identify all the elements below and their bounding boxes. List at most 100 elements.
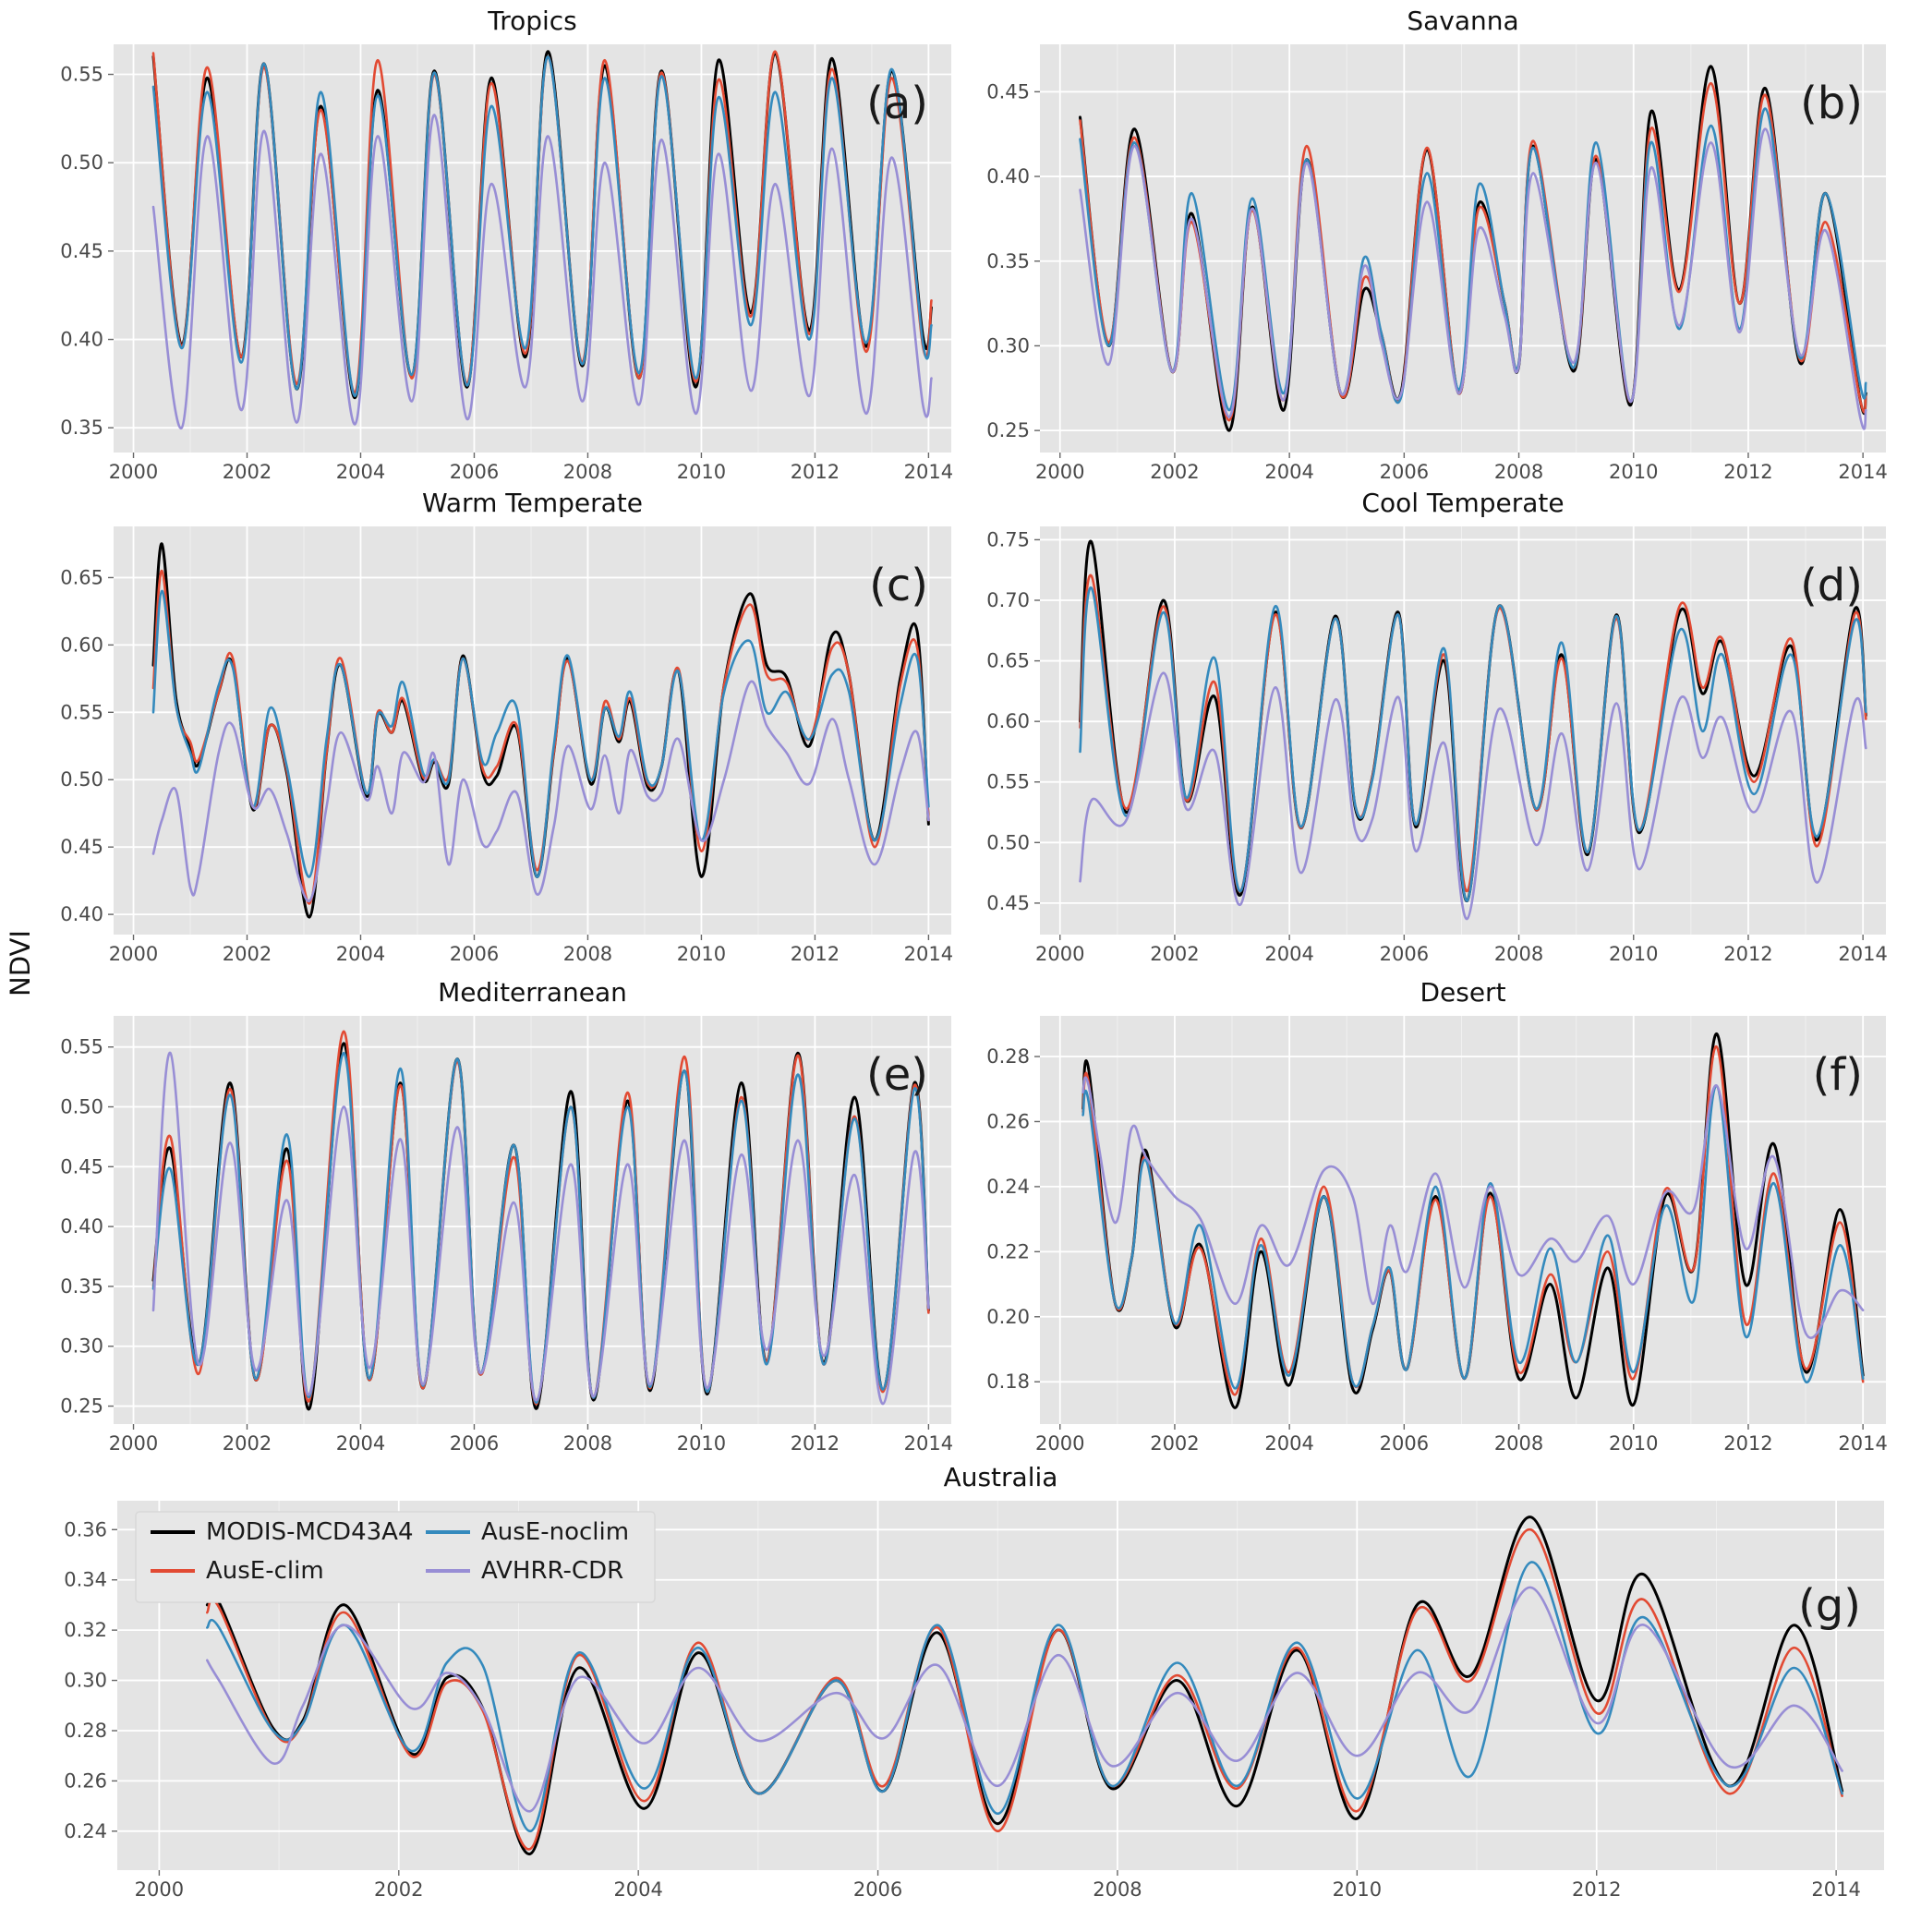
panel-letter: (a) [866, 78, 928, 129]
x-tick-label: 2002 [223, 461, 272, 483]
panel-letter: (g) [1798, 1580, 1861, 1632]
x-tick-label: 2010 [677, 1432, 726, 1455]
series-group [151, 1030, 930, 1411]
panel-desert: 2000 2002 2004 2006 2008 2010 2012 2014 0.18 0.20… [986, 977, 1888, 1455]
series-line-avhrr-cdr [1081, 1076, 1865, 1339]
y-tick-label: 0.65 [986, 650, 1030, 672]
y-tick-label: 0.55 [60, 701, 103, 723]
series-line-avhrr-cdr [1079, 127, 1867, 430]
x-tick-label: 2006 [450, 1432, 499, 1455]
x-tick-label: 2014 [904, 943, 953, 965]
series-line-ause-clim [206, 1528, 1843, 1851]
x-tick-label: 2000 [1035, 1432, 1084, 1455]
panel-mediterranean: 2000 2002 2004 2006 2008 2010 2012 2014 0.25 0.30… [60, 977, 953, 1455]
y-tick-label: 0.25 [986, 419, 1030, 441]
series-line-ause-noclim [151, 55, 933, 398]
y-tick-label: 0.35 [986, 250, 1030, 272]
x-tick-label: 2000 [109, 461, 158, 483]
series-line-avhrr-cdr [151, 1051, 930, 1406]
y-tick-label: 0.26 [64, 1769, 107, 1792]
x-tick-label: 2008 [1093, 1878, 1142, 1901]
x-tick-label: 2000 [109, 943, 158, 965]
y-tick-label: 0.22 [986, 1240, 1030, 1262]
y-tick-label: 0.50 [60, 768, 103, 791]
series-group [151, 542, 930, 919]
x-tick-label: 2012 [1723, 461, 1772, 483]
panel-letter: (f) [1813, 1049, 1863, 1101]
x-tick-label: 2014 [1838, 461, 1887, 483]
x-tick-label: 2004 [336, 943, 385, 965]
panel-letter: (e) [866, 1049, 928, 1101]
x-tick-label: 2008 [1494, 943, 1543, 965]
y-tick-label: 0.45 [986, 892, 1030, 914]
legend-label: AusE-noclim [481, 1518, 629, 1546]
panel-title: Savanna [1407, 6, 1518, 36]
x-tick-label: 2014 [904, 461, 953, 483]
x-tick-label: 2010 [1609, 461, 1658, 483]
legend-label: AusE-clim [206, 1557, 324, 1585]
y-tick-label: 0.20 [986, 1306, 1030, 1328]
x-tick-label: 2006 [450, 943, 499, 965]
x-tick-label: 2000 [1035, 943, 1084, 965]
series-group [1081, 1032, 1865, 1409]
panel-cool-temperate: 2000 2002 2004 2006 2008 2010 2012 2014 0.45 0.50… [986, 488, 1888, 965]
y-tick-label: 0.34 [64, 1569, 107, 1591]
y-tick-label: 0.18 [986, 1371, 1030, 1393]
x-tick-label: 2002 [1150, 461, 1199, 483]
x-tick-label: 2004 [1264, 943, 1313, 965]
x-tick-label: 2002 [374, 1878, 423, 1901]
panel-australia: 2000 2002 2004 2006 2008 2010 2012 2014 0.24 0.26… [64, 1462, 1884, 1901]
panel-title: Tropics [487, 6, 577, 36]
x-tick-label: 2006 [450, 461, 499, 483]
panel-savanna: 2000 2002 2004 2006 2008 2010 2012 2014 0.25 0.30… [986, 6, 1888, 483]
x-tick-label: 2010 [1609, 1432, 1658, 1455]
legend-label: MODIS-MCD43A4 [206, 1518, 414, 1546]
y-tick-label: 0.45 [60, 1155, 103, 1177]
panel-title: Desert [1420, 977, 1505, 1008]
x-tick-label: 2008 [1494, 461, 1543, 483]
series-line-avhrr-cdr [1079, 671, 1867, 921]
y-tick-label: 0.24 [64, 1820, 107, 1842]
legend-label: AVHRR-CDR [481, 1557, 623, 1585]
y-tick-label: 0.30 [64, 1670, 107, 1692]
panel-letter: (d) [1800, 560, 1863, 611]
x-tick-label: 2004 [1264, 1432, 1313, 1455]
x-tick-label: 2008 [563, 461, 612, 483]
y-tick-label: 0.40 [60, 329, 103, 351]
x-tick-label: 2010 [1333, 1878, 1382, 1901]
x-tick-label: 2004 [613, 1878, 662, 1901]
series-group [205, 1515, 1844, 1855]
x-tick-label: 2012 [1723, 1432, 1772, 1455]
x-tick-label: 2012 [791, 1432, 840, 1455]
x-tick-label: 2002 [223, 1432, 272, 1455]
y-tick-label: 0.40 [986, 165, 1030, 187]
panel-warm-temperate: 2000 2002 2004 2006 2008 2010 2012 2014 0.40 0.45… [60, 488, 953, 965]
y-tick-label: 0.60 [986, 710, 1030, 732]
series-line-ause-noclim [206, 1561, 1843, 1833]
x-tick-label: 2002 [223, 943, 272, 965]
x-tick-label: 2010 [1609, 943, 1658, 965]
series-line-modis-mcd43a4 [205, 1515, 1844, 1855]
y-tick-label: 0.45 [60, 240, 103, 262]
x-tick-label: 2010 [677, 943, 726, 965]
panel-title: Cool Temperate [1361, 488, 1564, 518]
series-group [151, 50, 933, 429]
y-tick-label: 0.40 [60, 1215, 103, 1238]
series-line-avhrr-cdr [151, 114, 933, 429]
x-tick-label: 2006 [1380, 1432, 1429, 1455]
y-tick-label: 0.28 [64, 1720, 107, 1742]
series-line-ause-noclim [1081, 1084, 1865, 1390]
y-tick-label: 0.70 [986, 589, 1030, 611]
x-tick-label: 2014 [904, 1432, 953, 1455]
series-line-avhrr-cdr [151, 680, 930, 902]
x-tick-label: 2014 [1838, 943, 1887, 965]
y-tick-label: 0.40 [60, 903, 103, 925]
series-line-ause-noclim [1079, 586, 1867, 902]
x-tick-label: 2014 [1838, 1432, 1887, 1455]
x-tick-label: 2000 [135, 1878, 184, 1901]
series-line-avhrr-cdr [206, 1586, 1843, 1813]
x-tick-label: 2008 [563, 943, 612, 965]
y-tick-label: 0.75 [986, 528, 1030, 550]
x-tick-label: 2006 [853, 1878, 902, 1901]
